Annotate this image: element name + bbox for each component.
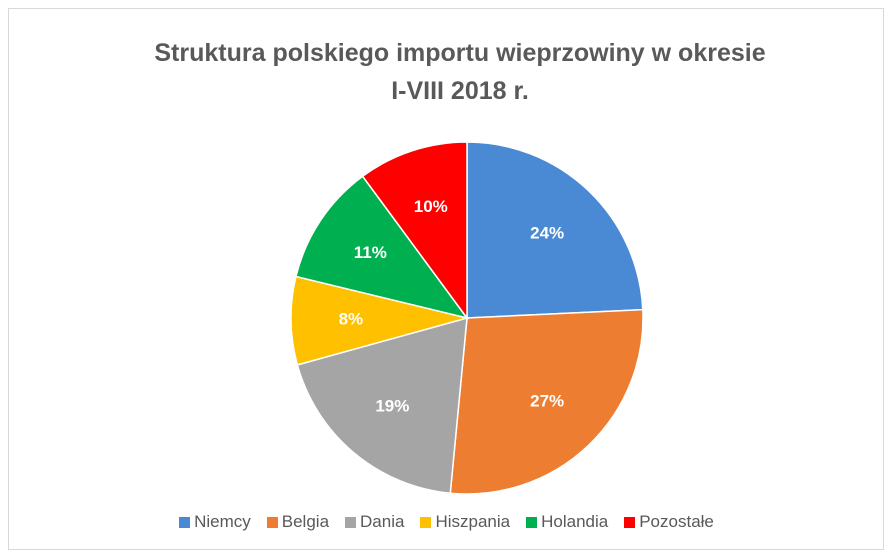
legend-swatch: [526, 516, 538, 528]
legend-label: Pozostałe: [639, 512, 714, 531]
chart-title: Struktura polskiego importu wieprzowiny …: [154, 39, 766, 105]
data-label: 10%: [414, 197, 448, 216]
legend-label: Niemcy: [194, 512, 251, 531]
data-label: 27%: [530, 392, 564, 411]
legend-swatch: [179, 516, 191, 528]
legend: Niemcy Belgia Dania Hiszpania Holandia Pozost…: [0, 512, 893, 532]
legend-item: Dania: [345, 512, 404, 532]
data-label: 8%: [339, 309, 364, 328]
legend-label: Belgia: [281, 512, 330, 531]
legend-swatch: [266, 516, 278, 528]
pie-slice: [466, 141, 644, 319]
legend-swatch: [624, 516, 636, 528]
pie-slice: [290, 275, 470, 366]
data-label: 24%: [530, 223, 564, 242]
chart-frame: [8, 8, 884, 550]
pie-slice: [295, 175, 469, 320]
data-label: 19%: [375, 396, 409, 415]
legend-swatch: [345, 516, 357, 528]
legend-label: Holandia: [541, 512, 609, 531]
legend-item: Niemcy: [179, 512, 251, 532]
legend-item: Pozostałe: [624, 512, 714, 532]
legend-label: Hiszpania: [435, 512, 511, 531]
legend-item: Hiszpania: [420, 512, 510, 532]
legend-label: Dania: [360, 512, 405, 531]
data-label: 11%: [354, 243, 387, 262]
legend-item: Holandia: [526, 512, 608, 532]
pie-slice: [361, 141, 468, 321]
pie-slice: [296, 316, 468, 495]
legend-item: Belgia: [266, 512, 330, 532]
pie-slice: [449, 308, 644, 495]
legend-swatch: [420, 516, 432, 528]
